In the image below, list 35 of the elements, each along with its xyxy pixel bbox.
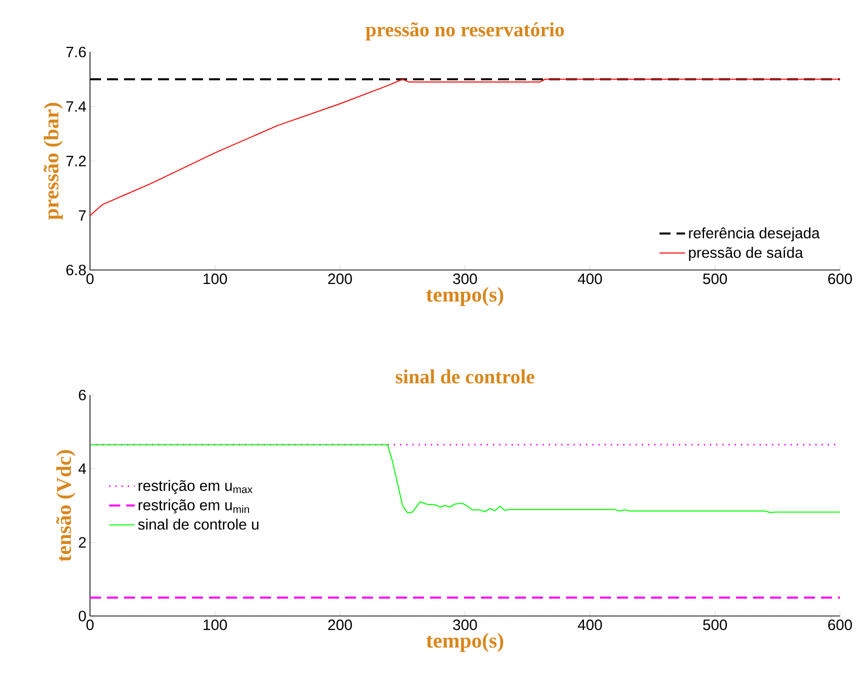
y-tick-label: 7.4 [66, 101, 86, 112]
line-series [90, 78, 840, 216]
y-tick-label: 0 [78, 610, 86, 622]
y-tick-label: 7 [78, 210, 86, 221]
x-tick-label: 600 [828, 620, 852, 630]
chart-title: pressão no reservatório [366, 22, 564, 41]
legend-label: pressão de saída [689, 246, 804, 261]
y-tick-label: 6.8 [66, 264, 86, 276]
y-tick-label: 6 [78, 390, 86, 400]
x-tick-label: 600 [828, 274, 852, 284]
x-axis-title: tempo(s) [426, 632, 504, 652]
x-tick-label: 200 [328, 620, 352, 630]
x-tick-label: 0 [86, 620, 94, 630]
x-tick-label: 100 [204, 274, 227, 284]
legend-label: restrição em u$_{max}$ [138, 480, 252, 494]
x-axis-title: tempo(s) [426, 286, 504, 306]
legend-label: sinal de controle u [138, 518, 258, 530]
x-tick-label: 300 [453, 620, 477, 630]
y-axis-title: pressão (bar) [44, 102, 63, 220]
legend-label: referência desejada [689, 227, 820, 242]
y-tick-label: 7.2 [66, 156, 86, 166]
chart-title: sinal de controle [396, 369, 534, 384]
x-tick-label: 300 [453, 274, 477, 284]
y-tick-label: 7.6 [66, 46, 86, 58]
x-tick-label: 0 [86, 274, 94, 284]
x-tick-label: 400 [578, 274, 602, 284]
legend-label: restrição em u$_{min}$ [138, 499, 249, 514]
y-tick-label: 4 [78, 464, 86, 474]
x-tick-label: 500 [703, 274, 727, 284]
y-tick-label: 2 [78, 537, 86, 548]
x-tick-label: 200 [328, 274, 352, 284]
x-tick-label: 500 [703, 620, 727, 630]
x-tick-label: 400 [578, 620, 602, 630]
y-axis-title: tensão (Vdc) [56, 450, 76, 562]
x-tick-label: 100 [204, 620, 227, 630]
